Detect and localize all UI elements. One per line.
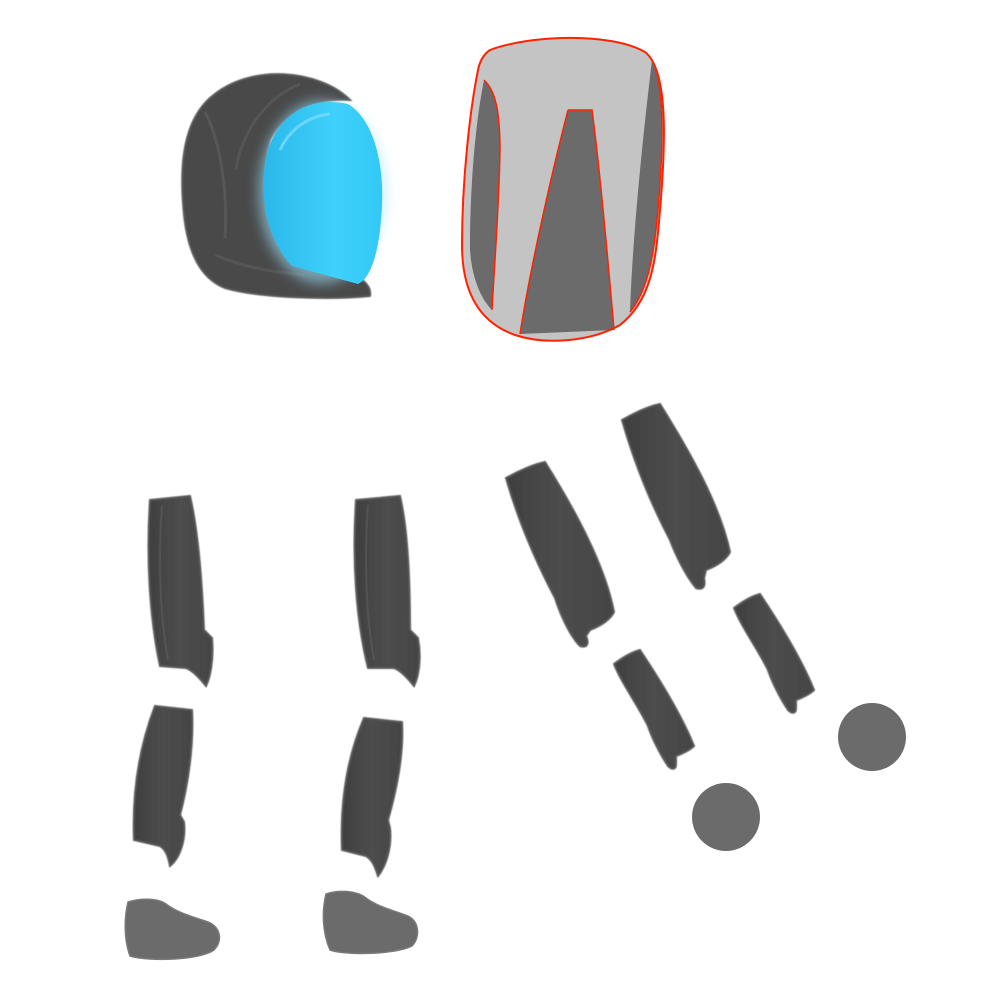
- lower-leg-icon: [340, 716, 404, 879]
- upper-arm-icon: [504, 460, 616, 648]
- foot-icon: [124, 898, 221, 961]
- hand-icon: [838, 703, 906, 771]
- right-lower-leg[interactable]: [340, 716, 404, 879]
- forearm-icon: [612, 648, 696, 770]
- lower-leg-icon: [132, 704, 194, 868]
- upper-arm-icon: [620, 402, 732, 590]
- hand-icon: [692, 783, 760, 851]
- torso[interactable]: [460, 36, 665, 342]
- right-hand[interactable]: [838, 703, 906, 771]
- left-foot[interactable]: [124, 898, 221, 961]
- left-hand[interactable]: [692, 783, 760, 851]
- right-forearm[interactable]: [732, 592, 816, 714]
- left-lower-leg[interactable]: [132, 704, 194, 868]
- right-foot[interactable]: [322, 890, 419, 955]
- right-upper-leg[interactable]: [353, 494, 421, 688]
- left-forearm[interactable]: [612, 648, 696, 770]
- upper-leg-icon: [353, 494, 421, 688]
- left-upper-arm[interactable]: [504, 460, 616, 648]
- foot-icon: [322, 890, 419, 955]
- forearm-icon: [732, 592, 816, 714]
- left-upper-leg[interactable]: [147, 494, 214, 688]
- helmet-icon: [181, 73, 386, 299]
- right-upper-arm[interactable]: [620, 402, 732, 590]
- torso-icon: [460, 36, 665, 342]
- helmet[interactable]: [181, 73, 386, 299]
- upper-leg-icon: [147, 494, 214, 688]
